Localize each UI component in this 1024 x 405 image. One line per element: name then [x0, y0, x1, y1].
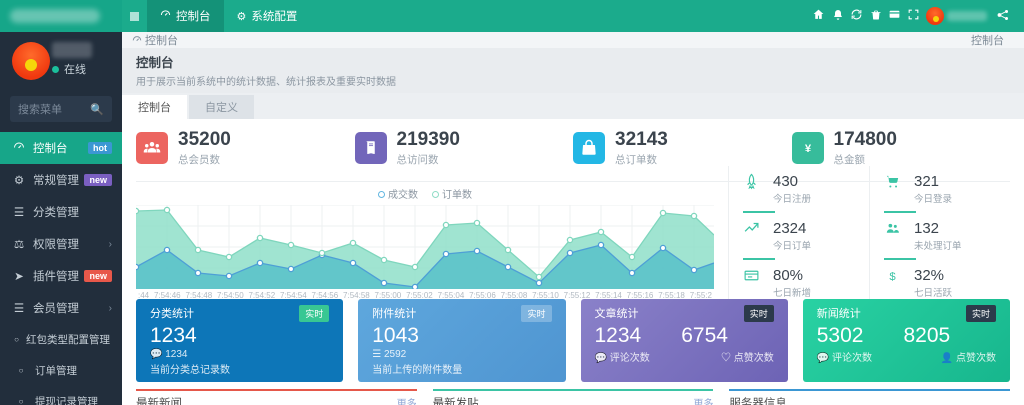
svg-text:¥: ¥	[804, 143, 811, 155]
svg-text:$: $	[889, 271, 896, 283]
